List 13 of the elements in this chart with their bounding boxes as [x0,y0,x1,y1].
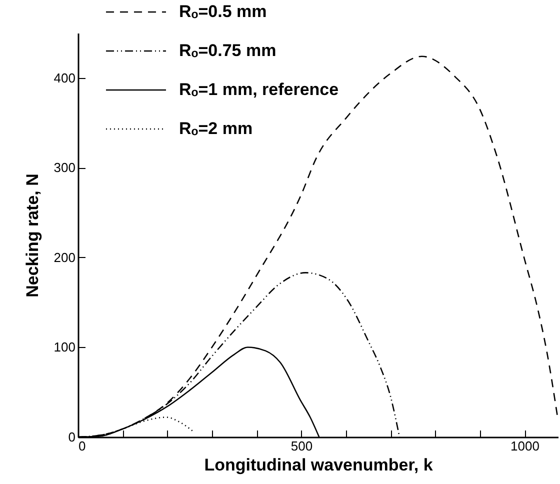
legend-label: Rₒ=0.75 mm [179,41,276,60]
x-tick-label: 0 [78,438,86,454]
y-axis-title: Necking rate, N [22,174,42,298]
legend-label: Rₒ=2 mm [179,119,253,138]
y-tick-label: 200 [54,250,76,265]
x-tick-label: 1000 [510,438,540,454]
legend-label: Rₒ=1 mm, reference [179,80,339,99]
y-tick-label: 400 [54,70,76,86]
x-axis-title: Longitudinal wavenumber, k [204,456,434,474]
x-tick-label: 500 [290,438,313,454]
y-tick-label: 300 [54,160,76,176]
y-tick-label: 100 [54,340,76,355]
legend-label: Rₒ=0.5 mm [179,2,267,21]
